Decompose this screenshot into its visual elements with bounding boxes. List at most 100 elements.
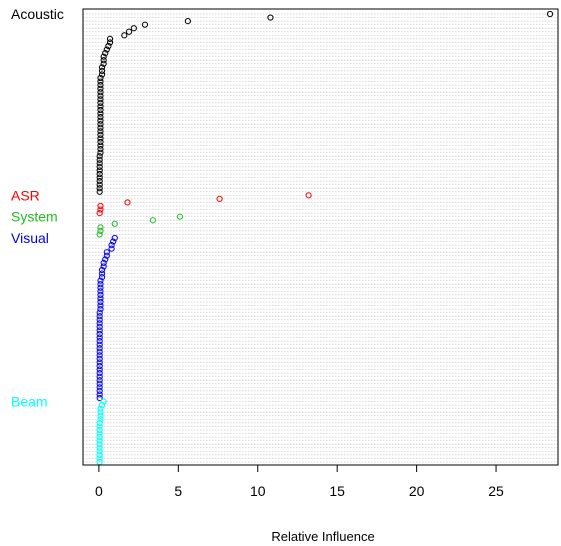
point-visual-33	[96, 352, 103, 359]
point-acoustic-0	[546, 10, 554, 18]
point-system-3	[97, 224, 104, 231]
point-acoustic-46	[96, 174, 103, 181]
point-visual-9	[98, 266, 106, 274]
point-acoustic-9	[105, 42, 112, 50]
point-visual-1	[110, 238, 117, 245]
point-acoustic-29	[97, 114, 104, 121]
point-visual-43	[96, 387, 103, 394]
point-asr-4	[97, 206, 104, 213]
point-acoustic-48	[96, 181, 103, 188]
point-visual-0	[111, 234, 118, 242]
point-acoustic-14	[100, 60, 107, 67]
point-beam-12	[96, 441, 103, 448]
point-visual-21	[96, 309, 103, 316]
point-beam-0	[100, 398, 107, 405]
point-acoustic-39	[97, 149, 104, 156]
point-visual-22	[96, 313, 103, 320]
point-visual-12	[97, 277, 104, 284]
point-visual-15	[97, 288, 104, 295]
point-visual-17	[97, 295, 104, 302]
x-tick-label-0: 0	[95, 483, 103, 499]
point-system-1	[149, 217, 156, 224]
point-acoustic-32	[97, 124, 104, 131]
point-acoustic-22	[97, 89, 104, 96]
point-visual-5	[103, 252, 110, 259]
point-acoustic-17	[98, 71, 106, 78]
point-system-4	[97, 227, 104, 234]
group-label-beam: Beam	[11, 394, 48, 410]
x-axis: 0 5 10 15 20 25	[95, 465, 504, 499]
point-acoustic-8	[106, 39, 114, 46]
point-acoustic-2	[184, 18, 191, 25]
x-axis-title: Relative Influence	[271, 529, 374, 544]
point-acoustic-4	[130, 25, 137, 32]
point-beam-7	[96, 423, 103, 430]
point-beam-13	[96, 444, 103, 451]
point-visual-37	[96, 366, 103, 373]
point-visual-38	[96, 370, 103, 377]
point-acoustic-11	[102, 50, 109, 57]
point-visual-16	[97, 291, 104, 298]
point-acoustic-41	[96, 156, 103, 163]
x-tick-label-25: 25	[488, 483, 504, 499]
point-beam-3	[97, 409, 104, 416]
point-system-5	[96, 231, 103, 238]
point-visual-23	[96, 316, 103, 323]
point-acoustic-47	[96, 178, 103, 185]
point-visual-6	[102, 256, 109, 263]
point-visual-25	[96, 323, 103, 330]
point-visual-8	[100, 263, 107, 270]
point-acoustic-45	[96, 170, 103, 178]
point-beam-14	[96, 448, 103, 455]
point-acoustic-7	[106, 35, 114, 42]
point-acoustic-15	[98, 64, 106, 71]
point-beam-10	[96, 434, 103, 441]
point-visual-26	[96, 327, 103, 334]
point-beam-5	[97, 416, 104, 423]
point-acoustic-34	[97, 131, 104, 138]
point-beam-1	[98, 402, 106, 409]
point-acoustic-38	[97, 146, 104, 153]
group-label-asr: ASR	[11, 187, 40, 203]
point-visual-34	[96, 355, 103, 362]
x-tick-label-10: 10	[250, 483, 266, 499]
point-visual-10	[98, 270, 106, 277]
point-visual-44	[96, 391, 103, 398]
point-visual-7	[100, 259, 107, 266]
point-acoustic-5	[125, 28, 133, 35]
point-beam-15	[96, 451, 103, 458]
point-visual-2	[108, 242, 115, 249]
plot-frame	[82, 8, 559, 466]
point-acoustic-10	[103, 46, 110, 53]
point-visual-14	[97, 284, 104, 291]
point-asr-5	[96, 210, 103, 217]
point-beam-8	[96, 426, 103, 434]
point-system-2	[111, 220, 118, 227]
point-acoustic-23	[97, 92, 104, 99]
point-beam-11	[96, 437, 103, 444]
point-visual-28	[96, 334, 103, 341]
point-asr-1	[216, 195, 223, 202]
x-tick-label-15: 15	[329, 483, 345, 499]
point-visual-40	[96, 377, 103, 384]
point-acoustic-21	[97, 85, 104, 92]
point-acoustic-3	[141, 21, 149, 28]
point-acoustic-49	[96, 185, 103, 192]
point-acoustic-19	[97, 78, 104, 85]
point-beam-2	[97, 405, 104, 412]
group-label-acoustic: Acoustic	[11, 6, 64, 22]
point-visual-27	[96, 330, 103, 338]
point-beam-9	[96, 430, 103, 437]
grid-lines	[83, 13, 558, 463]
point-acoustic-43	[96, 163, 103, 170]
point-acoustic-26	[97, 103, 104, 110]
point-visual-42	[96, 384, 103, 391]
point-acoustic-28	[97, 110, 104, 117]
x-tick-label-5: 5	[174, 483, 182, 499]
point-visual-35	[96, 359, 103, 366]
point-asr-3	[97, 202, 104, 210]
point-acoustic-20	[97, 82, 104, 89]
point-visual-45	[96, 394, 103, 402]
point-acoustic-18	[97, 74, 104, 82]
